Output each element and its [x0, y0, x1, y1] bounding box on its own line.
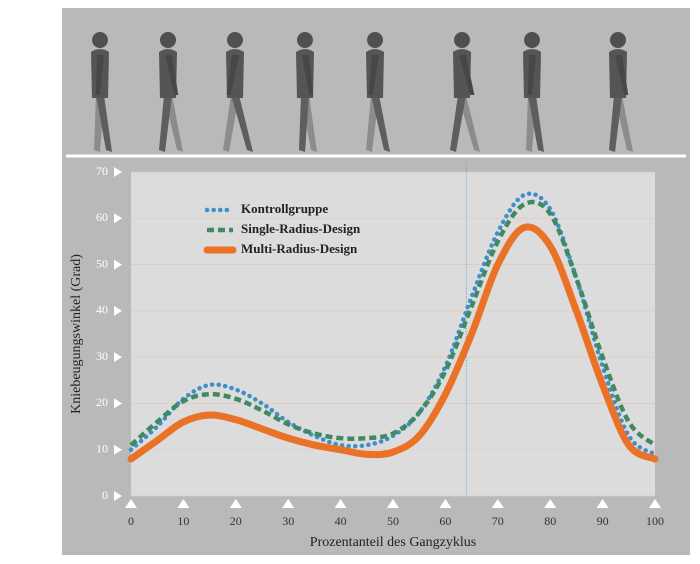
plot-area [131, 172, 655, 496]
y-tick-label: 30 [96, 349, 108, 363]
figure-arm [302, 55, 314, 95]
y-axis-title: Kniebeugungswinkel (Grad) [69, 254, 84, 414]
x-tick-mark [596, 499, 609, 508]
x-tick-mark [229, 499, 242, 508]
legend-label: Kontrollgruppe [241, 201, 328, 216]
figure-head [454, 32, 470, 48]
x-tick-mark [282, 499, 295, 508]
x-tick-label: 40 [335, 514, 347, 528]
figure-leg [231, 95, 253, 152]
y-tick-label: 60 [96, 210, 108, 224]
x-tick-mark [649, 499, 661, 508]
y-tick-mark [114, 167, 122, 177]
x-tick-mark [334, 499, 347, 508]
figure-leg [223, 95, 239, 152]
legend-label: Multi-Radius-Design [241, 241, 358, 256]
figure-head [297, 32, 313, 48]
x-tick-label: 100 [646, 514, 664, 528]
x-tick-mark [177, 499, 190, 508]
y-tick-label: 10 [96, 441, 108, 455]
x-tick-label: 80 [544, 514, 556, 528]
figure-leg [299, 95, 309, 152]
figure-arm [165, 55, 179, 95]
figure-arm [95, 55, 104, 95]
walking-figures [91, 32, 633, 152]
x-tick-mark [387, 499, 399, 508]
figure-head [160, 32, 176, 48]
x-tick-label: 90 [597, 514, 609, 528]
figure-arm [226, 55, 239, 95]
figure-head [610, 32, 626, 48]
figure-head [524, 32, 540, 48]
legend-label: Single-Radius-Design [241, 221, 361, 236]
figure-arm [368, 55, 379, 95]
y-tick-label: 40 [96, 303, 108, 317]
x-tick-label: 0 [128, 514, 134, 528]
series-line [127, 223, 659, 463]
x-tick-label: 20 [230, 514, 242, 528]
x-tick-label: 60 [439, 514, 451, 528]
x-tick-label: 30 [282, 514, 294, 528]
x-tick-mark [125, 499, 137, 508]
figure-arm [615, 55, 629, 95]
y-tick-label: 70 [96, 164, 108, 178]
y-tick-label: 50 [96, 256, 108, 270]
y-tick-mark [114, 259, 122, 270]
x-tick-label: 50 [387, 514, 399, 528]
figure-head [227, 32, 243, 48]
y-tick-mark [114, 352, 122, 363]
x-tick-mark [544, 499, 557, 508]
y-tick-mark [114, 305, 122, 316]
x-axis-title: Prozentanteil des Gangzyklus [310, 535, 476, 550]
figure-leg [450, 95, 466, 152]
figure-head [92, 32, 108, 48]
x-tick-label: 10 [177, 514, 189, 528]
x-tick-label: 70 [492, 514, 504, 528]
y-tick-mark [114, 398, 122, 409]
figure-arm [527, 55, 536, 95]
y-tick-mark [114, 491, 122, 501]
figure-head [367, 32, 383, 48]
x-tick-mark [491, 499, 504, 508]
figure-leg [528, 95, 544, 152]
figure-leg [371, 95, 390, 152]
figure-leg [96, 95, 112, 152]
x-tick-mark [439, 499, 452, 508]
figure-leg [159, 95, 172, 152]
y-tick-label: 20 [96, 395, 108, 409]
series-line [129, 199, 657, 447]
y-tick-mark [114, 444, 122, 455]
y-tick-mark [114, 213, 122, 224]
figure-arm [459, 55, 475, 95]
figure-leg [609, 95, 622, 152]
y-tick-label: 0 [102, 488, 108, 502]
